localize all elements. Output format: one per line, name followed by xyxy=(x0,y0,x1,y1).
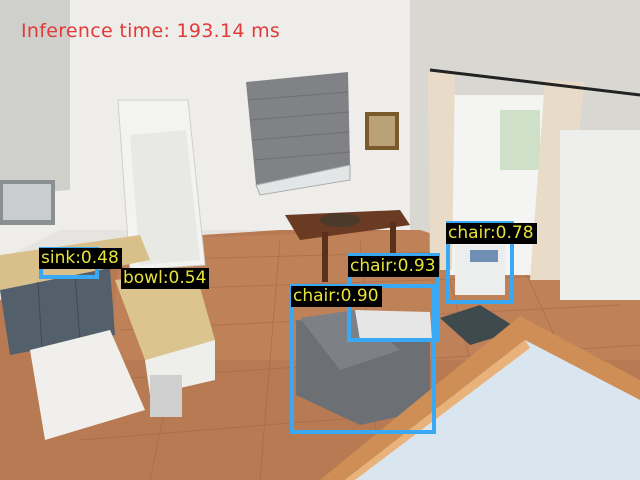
detection-label: chair:0.90 xyxy=(291,286,382,307)
detection-label: chair:0.93 xyxy=(348,256,439,277)
detection-label: chair:0.78 xyxy=(446,223,537,244)
detection-label: sink:0.48 xyxy=(39,248,122,269)
inference-time-text: Inference time: 193.14 ms xyxy=(21,20,281,42)
detection-label: bowl:0.54 xyxy=(121,268,210,289)
